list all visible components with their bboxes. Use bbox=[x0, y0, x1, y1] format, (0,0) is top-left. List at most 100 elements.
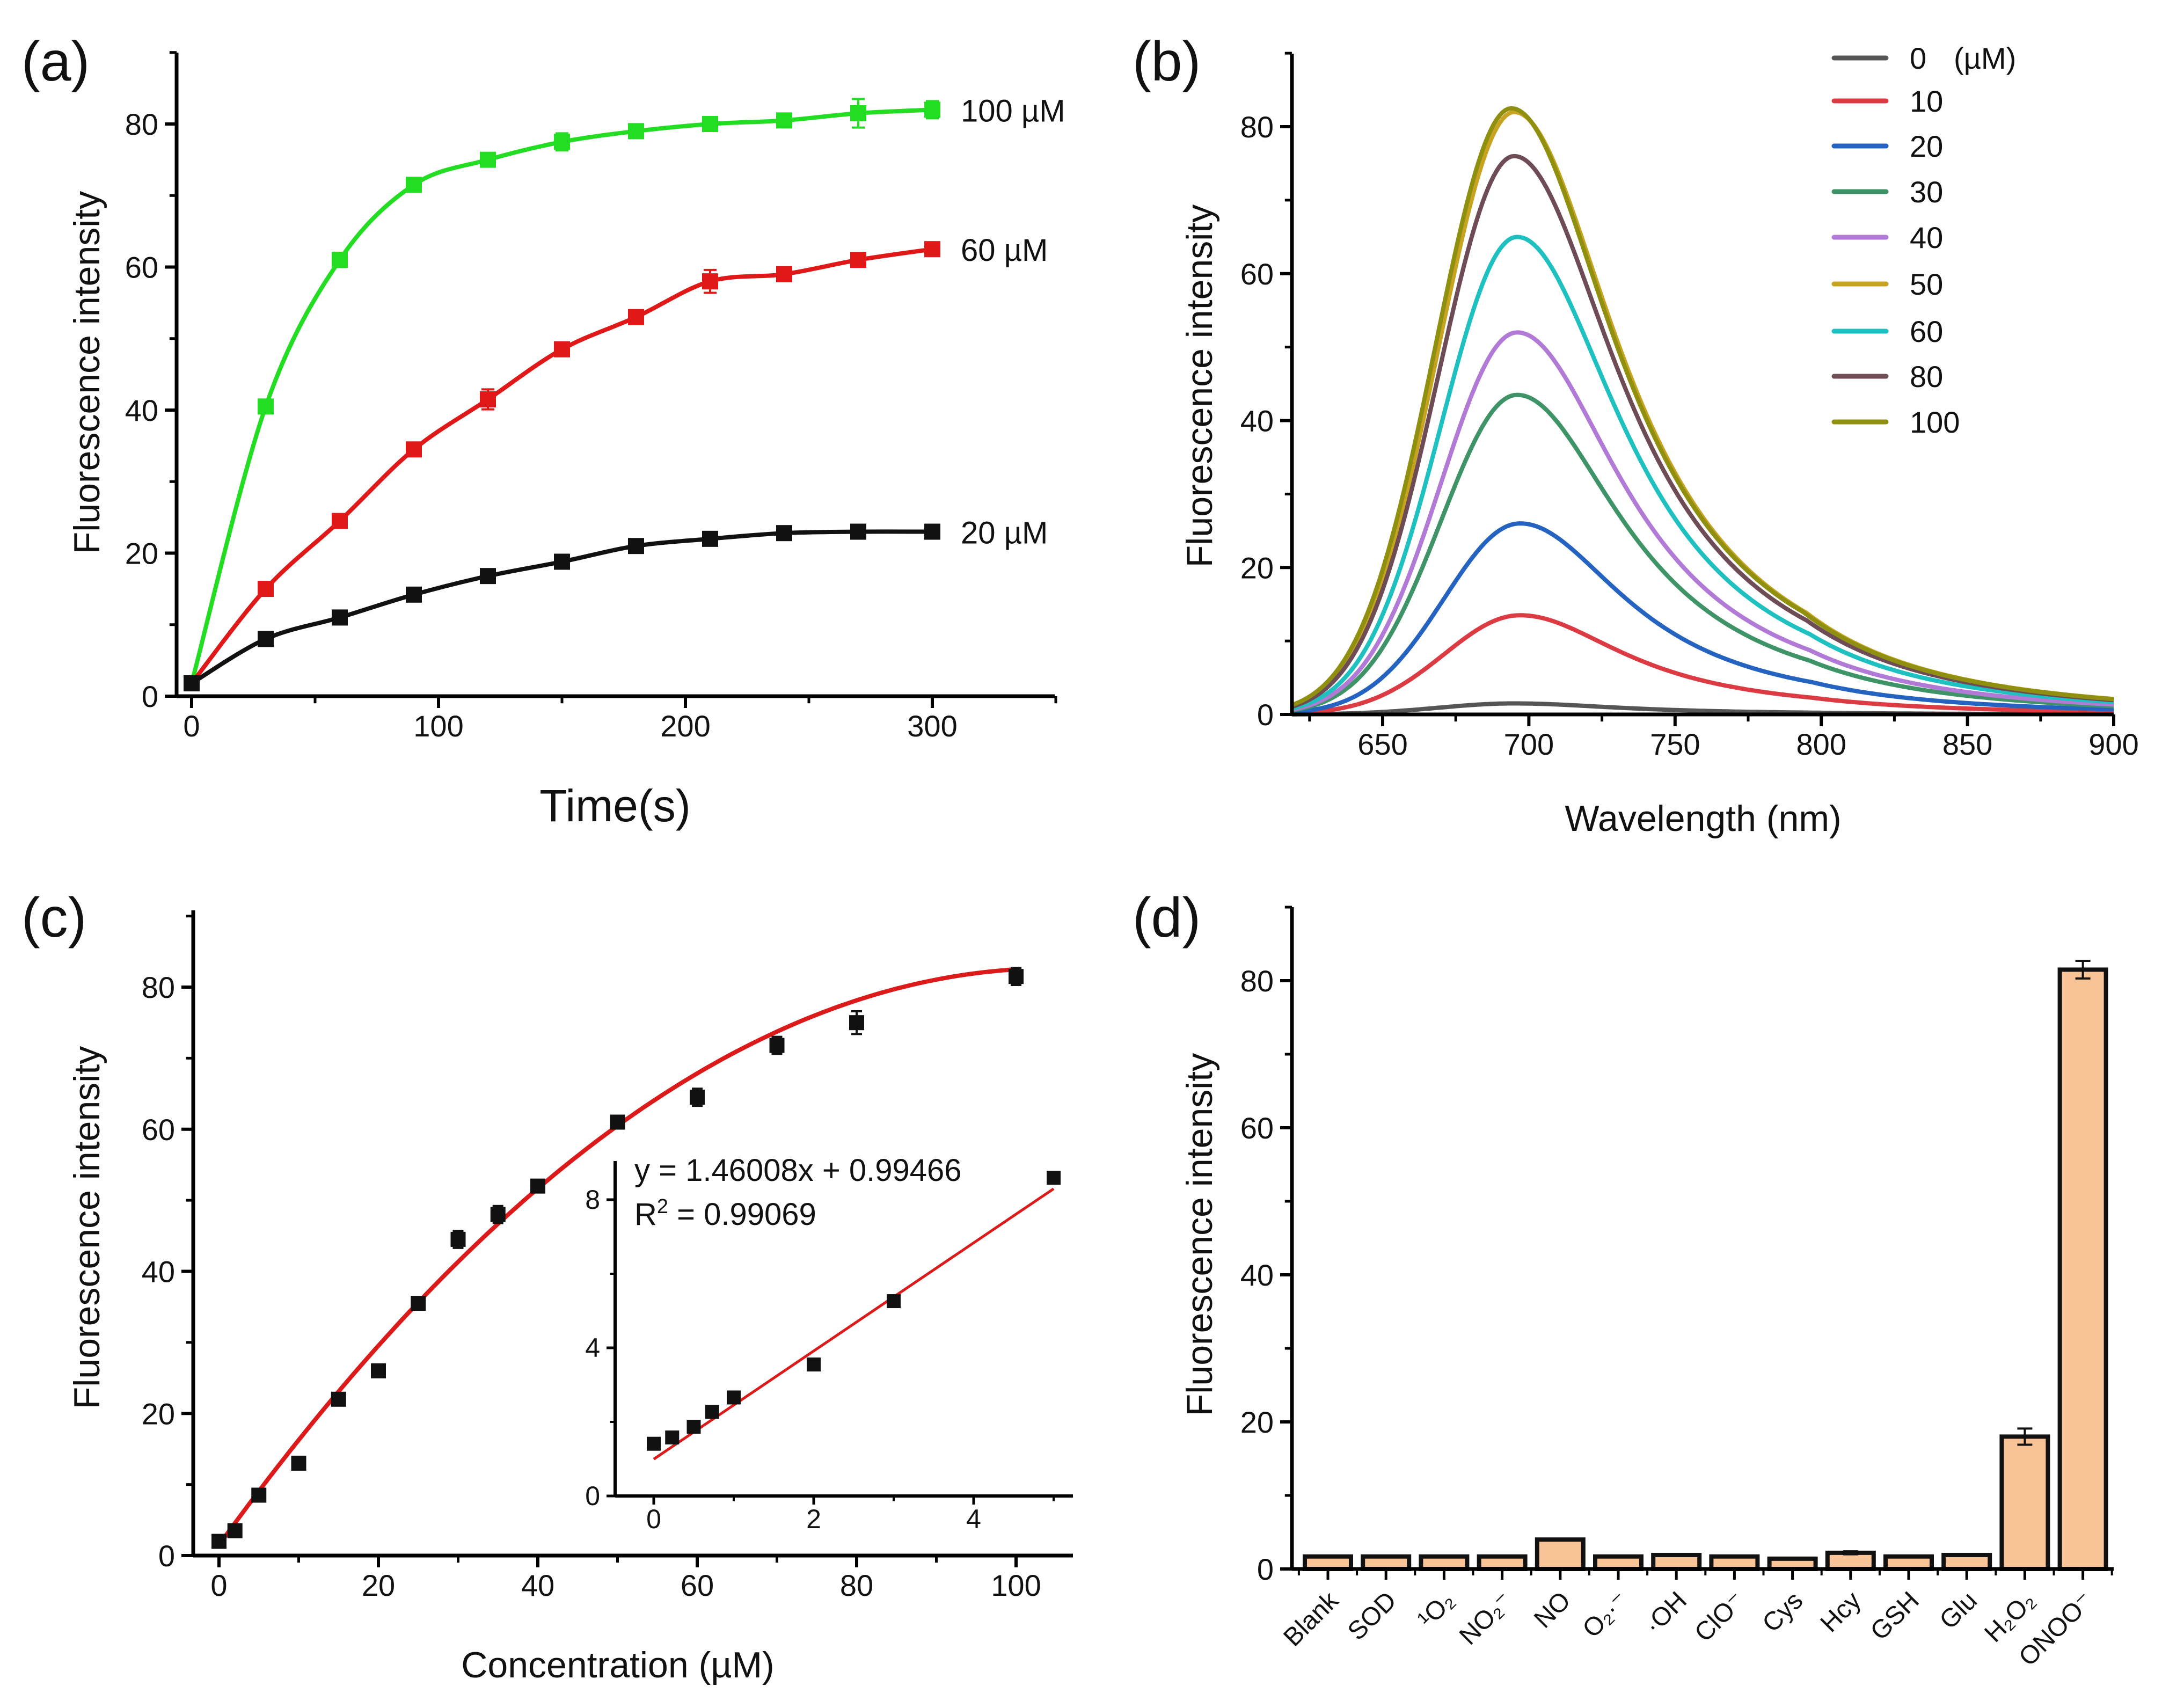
data-point bbox=[450, 1231, 466, 1247]
legend-label: 20 bbox=[1910, 129, 1943, 163]
data-point bbox=[850, 252, 866, 268]
data-point bbox=[702, 273, 718, 290]
x-tick-label: 60 bbox=[681, 1568, 714, 1602]
x-tick-label: 4 bbox=[966, 1504, 981, 1534]
y-tick-label: 0 bbox=[1257, 1552, 1274, 1586]
inset-data-point bbox=[705, 1405, 719, 1419]
category-label: NO₂⁻ bbox=[1454, 1586, 1518, 1650]
y-tick-label: 20 bbox=[1240, 1405, 1274, 1439]
category-label: SOD bbox=[1342, 1586, 1402, 1646]
data-point bbox=[610, 1114, 625, 1130]
y-tick-label: 60 bbox=[1240, 257, 1274, 291]
legend-label: 50 bbox=[1910, 267, 1943, 301]
y-tick-label: 60 bbox=[142, 1113, 175, 1147]
spectrum-line-80 bbox=[1291, 154, 2114, 709]
x-tick-label: 300 bbox=[907, 709, 957, 743]
x-tick-label: 100 bbox=[991, 1568, 1041, 1602]
data-point bbox=[690, 1090, 705, 1105]
legend: 0 10 20 30 40 50 60 80 100 (µM) bbox=[1831, 41, 2016, 439]
y-axis-title: Fluorescence intensity bbox=[1179, 1053, 1220, 1417]
series-20M: 20 µM bbox=[184, 516, 1048, 692]
data-point bbox=[406, 177, 422, 193]
x-tick-label: 0 bbox=[646, 1504, 661, 1534]
x-tick-label: 750 bbox=[1650, 727, 1700, 761]
bar bbox=[1535, 1537, 1586, 1571]
x-tick-label: 40 bbox=[521, 1568, 554, 1602]
data-point bbox=[227, 1523, 243, 1538]
inset-data-point bbox=[665, 1430, 680, 1444]
inset-background bbox=[601, 1154, 1079, 1541]
data-point bbox=[406, 441, 422, 458]
y-tick-label: 20 bbox=[1240, 551, 1274, 585]
bar bbox=[1999, 1434, 2050, 1571]
inset-data-point bbox=[887, 1294, 901, 1309]
bar bbox=[1941, 1552, 1992, 1571]
y-tick-label: 0 bbox=[158, 1539, 175, 1573]
data-point bbox=[258, 398, 274, 415]
data-point bbox=[331, 1391, 346, 1407]
linear-fit-line bbox=[653, 1187, 1055, 1461]
data-point bbox=[258, 581, 274, 597]
data-point bbox=[258, 631, 274, 647]
data-point bbox=[480, 151, 496, 168]
y-axis-title: Fluorescence intensity bbox=[67, 191, 107, 554]
data-point bbox=[1009, 969, 1024, 984]
spectrum-line-10 bbox=[1291, 613, 2114, 716]
data-point bbox=[332, 609, 348, 626]
spectrum-line-20 bbox=[1291, 521, 2114, 714]
y-tick-label: 0 bbox=[585, 1481, 600, 1511]
y-tick-label: 40 bbox=[1240, 1258, 1274, 1292]
panel-label: (a) bbox=[21, 31, 90, 93]
category-label: ¹O₂ bbox=[1413, 1586, 1460, 1633]
x-tick-label: 2 bbox=[806, 1504, 821, 1534]
category-label: Glu bbox=[1934, 1586, 1983, 1634]
y-tick-label: 20 bbox=[142, 1397, 175, 1430]
inset-data-point bbox=[807, 1357, 821, 1372]
data-point bbox=[769, 1038, 785, 1053]
data-point bbox=[628, 123, 644, 140]
x-axis-title: Time(s) bbox=[539, 780, 691, 831]
data-point bbox=[554, 134, 570, 150]
x-tick-label: 850 bbox=[1942, 727, 1992, 761]
data-point bbox=[924, 101, 940, 118]
bar bbox=[1651, 1552, 1702, 1571]
data-point bbox=[849, 1015, 864, 1031]
panel-label: (d) bbox=[1133, 887, 1201, 949]
category-label: ClO⁻ bbox=[1689, 1586, 1750, 1647]
category-label: O₂·⁻ bbox=[1577, 1586, 1634, 1643]
y-axis-title: Fluorescence intensity bbox=[67, 1046, 107, 1410]
legend-label: 80 bbox=[1910, 360, 1943, 393]
y-tick-label: 40 bbox=[142, 1255, 175, 1289]
category-label: Cys bbox=[1757, 1586, 1808, 1638]
fit-curve bbox=[189, 247, 933, 685]
legend-label: 0 bbox=[1910, 41, 1926, 75]
bar bbox=[2057, 967, 2108, 1571]
series-label: 20 µM bbox=[961, 516, 1048, 551]
y-tick-label: 40 bbox=[125, 393, 158, 427]
x-tick-label: 650 bbox=[1357, 727, 1407, 761]
x-tick-label: 0 bbox=[183, 709, 200, 743]
data-point bbox=[924, 523, 940, 540]
data-point bbox=[628, 309, 644, 325]
legend-label: 30 bbox=[1910, 175, 1943, 209]
data-point bbox=[530, 1178, 545, 1194]
x-tick-label: 0 bbox=[210, 1568, 227, 1602]
data-point bbox=[924, 241, 940, 258]
data-point bbox=[702, 116, 718, 132]
y-axis-title: Fluorescence intensity bbox=[1179, 205, 1220, 568]
category-label: ·OH bbox=[1639, 1586, 1692, 1640]
y-tick-label: 80 bbox=[1240, 964, 1274, 998]
x-tick-label: 80 bbox=[840, 1568, 873, 1602]
legend-label: 10 bbox=[1910, 84, 1943, 118]
r-squared: R2 = 0.99069 bbox=[634, 1195, 816, 1232]
x-tick-label: 20 bbox=[362, 1568, 395, 1602]
y-tick-label: 4 bbox=[585, 1333, 600, 1363]
y-tick-label: 60 bbox=[1240, 1111, 1274, 1145]
y-tick-label: 20 bbox=[125, 537, 158, 571]
legend-label: 60 bbox=[1910, 315, 1943, 348]
data-point bbox=[776, 266, 792, 282]
data-point bbox=[332, 513, 348, 529]
